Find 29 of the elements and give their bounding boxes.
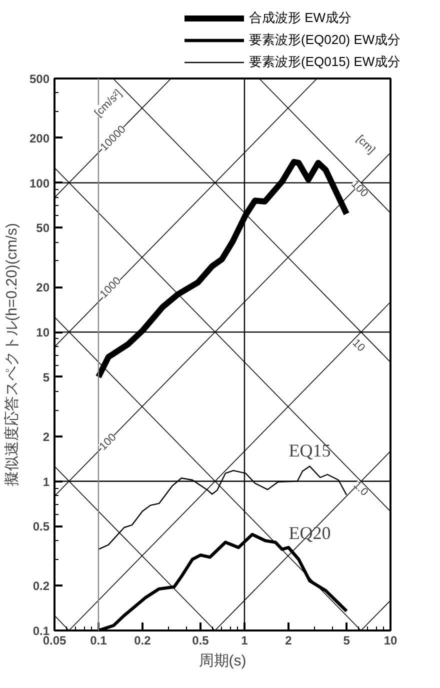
legend-label: 合成波形 EW成分 [249, 9, 352, 27]
x-axis-title: 周期(s) [198, 652, 246, 670]
y-tick-label: 200 [29, 131, 50, 146]
x-tick-label: 5 [343, 634, 350, 648]
x-tick-label: 0.1 [90, 634, 108, 648]
y-tick-label: 0.2 [32, 579, 50, 594]
y-axis-title: 擬似速度応答スペクトル(h=0.20)(cm/s) [3, 223, 20, 486]
y-tick-label: 500 [29, 72, 50, 86]
y-tick-label: 2 [42, 430, 50, 444]
y-tick-label: 100 [29, 176, 50, 190]
x-tick-label: 0.2 [134, 634, 152, 648]
annotation: 100 [97, 431, 119, 453]
y-tick-label: 20 [36, 280, 50, 295]
annotation: 10 [350, 337, 368, 354]
legend-label: 要素波形(EQ020) EW成分 [249, 31, 401, 49]
y-tick-label: 1 [42, 474, 50, 489]
x-tick-label: 0.5 [192, 634, 210, 648]
x-tick-label: 1 [241, 634, 248, 648]
x-tick-label: 0.05 [42, 634, 67, 648]
y-tick-label: 5 [42, 370, 50, 384]
annotation: 100 [348, 178, 370, 200]
x-tick-label: 10 [384, 634, 398, 648]
annotation: 1.0 [350, 479, 370, 498]
y-tick-label: 50 [36, 221, 50, 236]
y-tick-label: 10 [36, 326, 50, 340]
legend-label: 要素波形(EQ015) EW成分 [249, 53, 401, 71]
annotation: EQ15 [288, 440, 331, 460]
x-tick-label: 2 [285, 634, 292, 648]
y-tick-label: 0.5 [32, 520, 50, 534]
